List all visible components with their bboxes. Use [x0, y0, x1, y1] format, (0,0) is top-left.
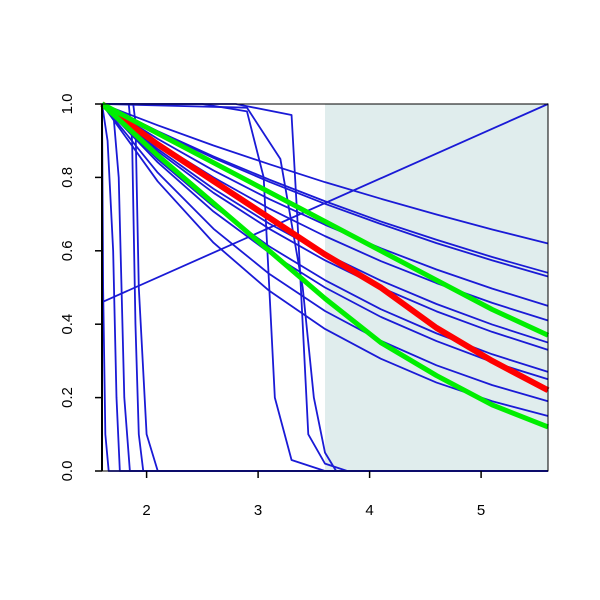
curve	[100, 102, 549, 430]
curve	[101, 103, 548, 472]
y-tick-label: 0.2	[59, 387, 76, 408]
curve	[102, 103, 548, 472]
curve	[101, 103, 549, 304]
curve	[101, 103, 549, 381]
x-tick-label: 3	[254, 502, 262, 519]
curve	[101, 103, 549, 403]
curve	[101, 103, 549, 307]
curve	[101, 103, 549, 351]
curve	[101, 103, 549, 245]
x-tick-label: 2	[142, 502, 150, 519]
y-tick-label: 1.0	[59, 94, 76, 115]
curve	[100, 101, 550, 338]
x-tick-label: 4	[365, 502, 373, 519]
y-tick-label: 0.4	[59, 314, 76, 335]
curve	[100, 101, 550, 393]
x-tick-label: 5	[477, 502, 485, 519]
y-tick-label: 0.6	[59, 240, 76, 261]
y-tick-label: 0.0	[59, 461, 76, 482]
y-tick-label: 0.8	[59, 167, 76, 188]
